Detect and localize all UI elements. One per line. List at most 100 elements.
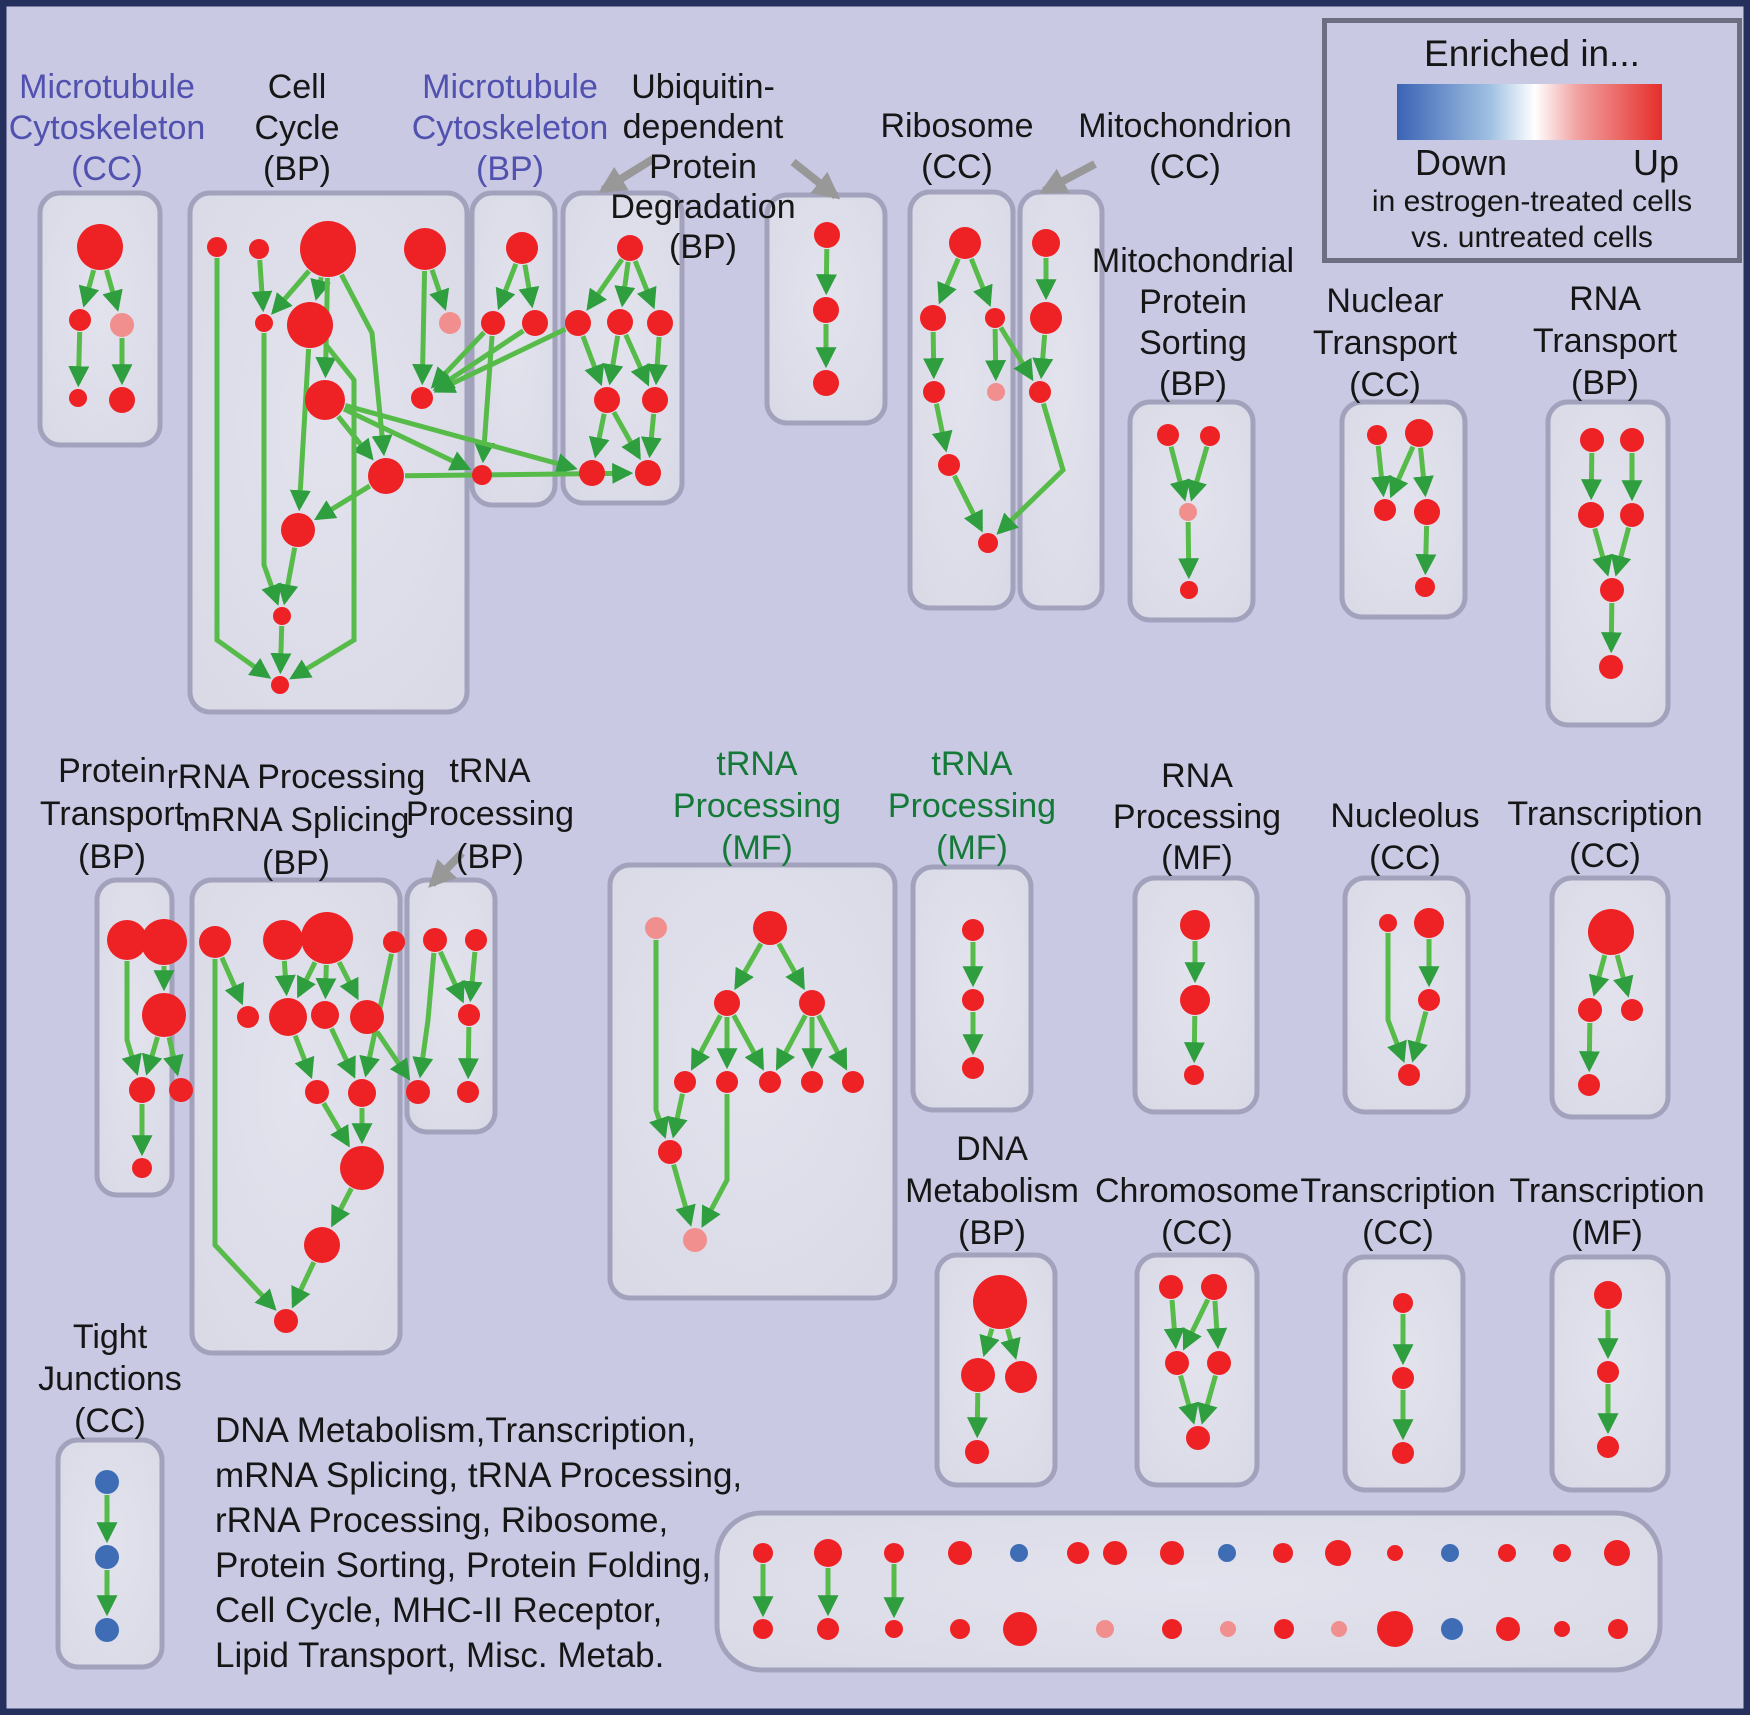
cluster-label-line: Protein [1139,283,1247,321]
edge [646,336,668,386]
go-term-node-up [269,998,307,1036]
edge [473,335,495,464]
cluster-label-line: Tight [73,1318,148,1356]
cluster-label-line: Cytoskeleton [412,109,609,147]
cluster-label-line: Transport [1533,322,1678,360]
go-term-node-up [305,1080,329,1104]
cluster-label-line: (BP) [263,150,331,188]
go-term-node-weak-up [110,313,134,337]
go-term-node-up [973,1275,1027,1329]
legend-context-line1: in estrogen-treated cells [1371,185,1693,218]
go-term-node-up [962,919,984,941]
go-term-node-up [1597,1361,1619,1383]
go-term-node-down [95,1618,119,1642]
go-term-node-up [885,1620,903,1638]
edge [775,1014,808,1071]
go-term-node-up [1580,428,1604,452]
cluster-label-trna-processing-mf-a: tRNA Processing (MF) [673,745,841,867]
edge [586,258,625,311]
go-term-node-up [1414,908,1444,938]
go-term-node-up [465,929,487,951]
go-term-node-up [1165,1351,1189,1375]
cluster-label-line: (CC) [1149,148,1221,186]
edge [1412,447,1434,498]
go-term-node-up [1325,1540,1351,1566]
go-term-node-up [579,460,605,486]
text-block-line: DNA Metabolism,Transcription, [215,1411,697,1450]
go-term-node-up [753,911,787,945]
cluster-label-line: Ubiquitin- [631,68,775,106]
go-term-node-up [1553,1544,1571,1562]
go-term-node-up [617,235,643,261]
cluster-label-line: (MF) [1571,1214,1643,1252]
go-term-node-up [1374,499,1396,521]
go-term-node-up [1392,1367,1414,1389]
cluster-label-line: Degradation [610,188,795,226]
go-term-node-down [1010,1544,1028,1562]
go-term-node-up [1103,1541,1127,1565]
cluster-label-mitochondrion-cc: Mitochondrion (CC) [1078,107,1292,186]
edge [310,276,331,301]
go-term-node-up [1578,998,1602,1022]
edge [68,331,90,388]
go-term-node-up [799,990,825,1016]
go-term-node-up [1180,985,1210,1015]
go-term-node-up [305,380,345,420]
go-term-node-up [1157,424,1179,446]
go-term-node-up [1578,502,1604,528]
go-term-node-up [1620,428,1644,452]
cluster-label-line: Chromosome [1095,1172,1299,1210]
go-term-node-up [1377,1611,1413,1647]
edge [931,403,953,453]
cluster-label-line: Processing [673,787,841,825]
cluster-label-line: Cytoskeleton [9,109,206,147]
go-term-node-down [95,1545,119,1569]
go-term-node-up [69,309,91,331]
go-term-node-up [674,1071,696,1093]
go-term-node-up [1405,419,1433,447]
cluster-label-line: DNA [956,1130,1028,1168]
cluster-label-line: Protein [649,148,757,186]
go-term-node-up [1184,1065,1204,1085]
edge [952,474,984,533]
go-term-node-up [271,676,289,694]
go-term-node-up [169,1078,193,1102]
text-block-line: mRNA Splicing, tRNA Processing, [215,1456,743,1495]
text-block-line: rRNA Processing, Ribosome, [215,1501,669,1540]
edge [1000,1328,1021,1360]
cluster-label-protein-transport-bp: Protein Transport (BP) [40,752,185,876]
cluster-label-line: (CC) [921,148,993,186]
edge [314,483,372,521]
edge [277,547,299,606]
go-term-node-up [1415,577,1435,597]
cluster-label-nucleolus-cc: Nucleolus (CC) [1330,797,1479,877]
go-term-node-up [274,1309,298,1333]
cluster-label-line: Microtubule [19,68,195,106]
go-term-node-down [95,1470,119,1494]
go-term-node-up [1379,914,1397,932]
legend-context-line2: vs. untreated cells [1411,221,1653,254]
cluster-label-line: (MF) [1161,839,1233,877]
go-term-node-up [962,989,984,1011]
go-term-node-up [1600,578,1624,602]
cluster-label-chromosome-cc: Chromosome (CC) [1095,1172,1299,1252]
edge [816,1014,848,1071]
cluster-label-trna-processing-bp: tRNA Processing (BP) [406,752,574,876]
edge [412,952,437,1079]
cluster-label-microtubule-cytoskeleton-bp: Microtubule Cytoskeleton (BP) [412,68,609,188]
go-term-node-up [1418,989,1440,1011]
cluster-label-line: (CC) [74,1402,146,1440]
edge [998,326,1034,382]
edge [1610,526,1632,577]
edge [321,1101,350,1148]
edge [588,413,610,459]
go-term-node-up [1498,1544,1516,1562]
edge [1592,527,1613,577]
go-term-node-up [813,370,839,396]
edge [495,262,519,311]
go-term-node-up [1180,581,1198,599]
go-term-node-up [962,1057,984,1079]
cluster-label-line: Mitochondrial [1092,242,1294,280]
go-term-node-up [109,387,135,413]
edge [923,331,945,380]
